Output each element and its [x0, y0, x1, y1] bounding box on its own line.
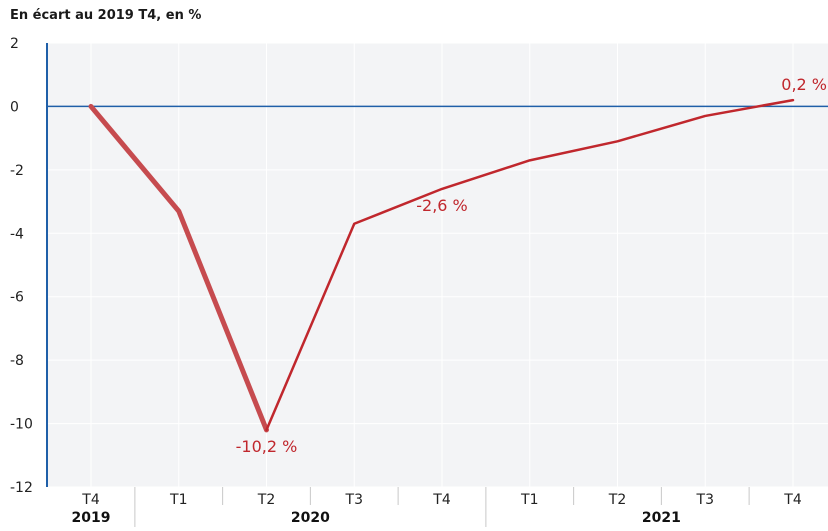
y-tick-label: -6	[10, 290, 24, 306]
chart-title: En écart au 2019 T4, en %	[10, 8, 202, 23]
y-tick-label: -12	[10, 480, 33, 496]
y-tick-label: 0	[10, 99, 19, 115]
y-tick-label: -8	[10, 353, 24, 369]
x-tick-label: T4	[783, 492, 802, 508]
year-label: 2020	[291, 510, 330, 526]
y-tick-label: -2	[10, 163, 24, 179]
x-tick-label: T3	[345, 492, 363, 508]
data-label: -2,6 %	[416, 196, 468, 215]
x-tick-label: T4	[81, 492, 100, 508]
plot-background	[47, 43, 828, 487]
series-line-segment	[265, 98, 795, 432]
y-tick-label: -4	[10, 226, 24, 242]
year-label: 2021	[642, 510, 681, 526]
year-label: 2019	[72, 510, 111, 526]
x-tick-label: T1	[169, 492, 187, 508]
x-tick-label: T2	[608, 492, 626, 508]
x-tick-label: T1	[520, 492, 538, 508]
y-tick-label: -10	[10, 417, 33, 433]
series-line-segment	[88, 103, 269, 433]
data-label: -10,2 %	[236, 437, 298, 456]
x-tick-label: T3	[696, 492, 714, 508]
y-tick-label: 2	[10, 36, 19, 52]
x-tick-label: T2	[257, 492, 275, 508]
x-tick-label: T4	[432, 492, 451, 508]
data-label: 0,2 %	[781, 75, 827, 94]
